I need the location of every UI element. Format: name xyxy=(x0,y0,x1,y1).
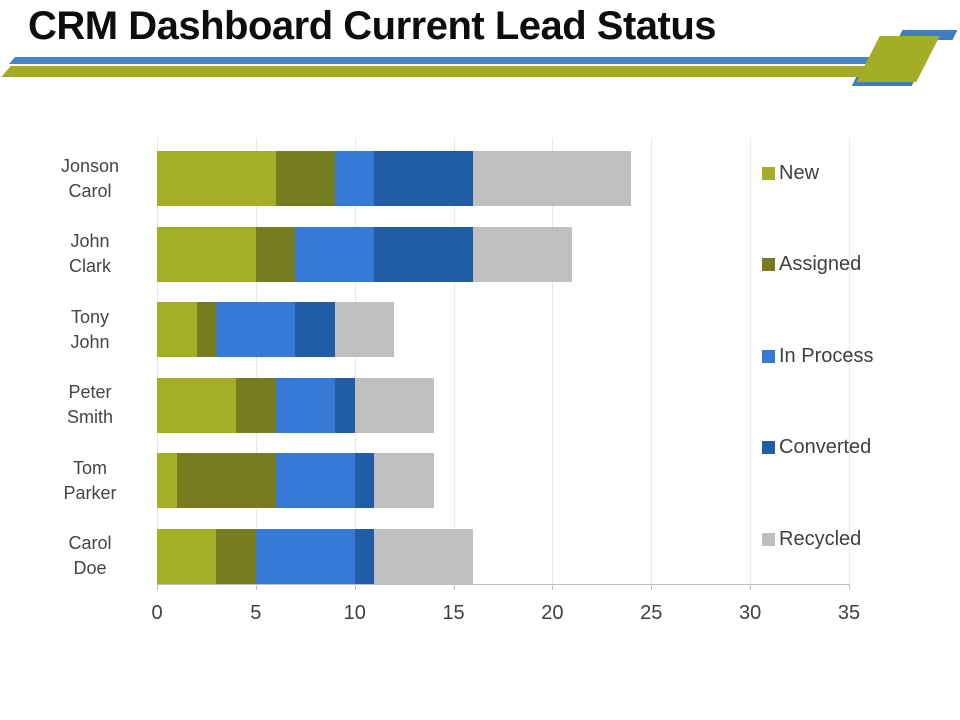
category-label: Carol Doe xyxy=(30,529,150,584)
gridline-x-0 xyxy=(157,138,158,584)
category-label-line: John xyxy=(70,331,110,352)
gridline-x-15 xyxy=(453,138,455,584)
bar-segment-assigned xyxy=(255,226,296,282)
category-label-line: Peter xyxy=(68,382,112,402)
bar-segment-in-process xyxy=(255,528,355,584)
x-axis-tick xyxy=(453,584,455,590)
x-axis-tick-label: 30 xyxy=(739,602,762,624)
category-label-line: Smith xyxy=(66,407,113,427)
legend-label: In Process xyxy=(779,344,874,367)
category-label: Jonson Carol xyxy=(30,151,150,206)
bar-segment-converted xyxy=(354,453,375,508)
bar-segment-assigned xyxy=(275,151,335,206)
slide-title: CRM Dashboard Current Lead Status xyxy=(28,4,717,48)
bar-segment-converted xyxy=(374,151,474,206)
bar-segment-new xyxy=(157,151,276,206)
legend-swatch xyxy=(762,441,775,454)
bar-segment-recycled xyxy=(374,453,434,508)
category-label-line: Tony xyxy=(70,306,110,327)
x-axis-tick xyxy=(552,584,554,590)
bar-segment-assigned xyxy=(176,453,276,508)
category-label-line: Doe xyxy=(73,558,107,578)
bar-segment-recycled xyxy=(473,151,632,206)
legend-item-recycled: Recycled xyxy=(762,526,861,552)
legend-item-new: New xyxy=(762,160,819,186)
gridline-x-35 xyxy=(849,138,850,584)
bar-segment-in-process xyxy=(334,151,375,206)
bar-segment-in-process xyxy=(216,302,296,357)
bar-segment-converted xyxy=(334,377,355,433)
category-label: Tom Parker xyxy=(30,453,150,508)
legend-item-converted: Converted xyxy=(762,435,871,461)
legend-swatch xyxy=(762,258,775,271)
bar-segment-converted xyxy=(295,302,335,357)
bar-segment-new xyxy=(157,453,177,508)
bar-segment-converted xyxy=(354,528,375,584)
legend-item-assigned: Assigned xyxy=(762,252,861,278)
gridline-x-10 xyxy=(354,138,356,584)
gridline-x-20 xyxy=(552,138,554,584)
x-axis-tick-label: 20 xyxy=(541,602,564,624)
x-axis-tick-label: 15 xyxy=(442,602,465,624)
bar-segment-recycled xyxy=(473,226,573,282)
legend-label: Recycled xyxy=(779,527,862,550)
gridline-x-30 xyxy=(750,138,752,584)
category-label-line: Carol xyxy=(68,180,112,201)
x-axis-tick xyxy=(157,584,158,590)
category-label-line: Clark xyxy=(68,256,111,276)
x-axis-tick-label: 25 xyxy=(640,602,663,624)
x-axis-line xyxy=(157,584,850,585)
category-label-line: Parker xyxy=(63,482,117,503)
bar-segment-assigned xyxy=(196,302,217,357)
bar-segment-recycled xyxy=(354,377,434,433)
x-axis-tick xyxy=(354,584,356,590)
gridline-x-25 xyxy=(651,138,653,584)
bar-segment-recycled xyxy=(374,528,474,584)
x-axis-tick xyxy=(651,584,653,590)
category-label-line: John xyxy=(70,231,110,251)
bar-segment-in-process xyxy=(275,453,355,508)
category-label: Peter Smith xyxy=(30,378,150,433)
bar-segment-in-process xyxy=(275,377,335,433)
x-axis-tick xyxy=(255,584,257,590)
x-axis-tick-label: 35 xyxy=(837,602,861,624)
bar-segment-converted xyxy=(374,226,474,282)
bar-segment-in-process xyxy=(295,226,375,282)
bar-segment-assigned xyxy=(236,377,276,433)
legend-item-in-process: In Process xyxy=(762,343,873,369)
bar-segment-new xyxy=(157,528,217,584)
bar-segment-assigned xyxy=(216,528,256,584)
category-label-line: Jonson xyxy=(60,155,120,176)
x-axis-tick-label: 10 xyxy=(343,602,366,624)
legend-swatch xyxy=(762,166,775,180)
category-label: John Clark xyxy=(30,227,150,282)
category-label-line: Carol xyxy=(68,533,112,553)
gridline-x-5 xyxy=(255,138,257,584)
x-axis-tick xyxy=(849,584,850,590)
legend-label: Assigned xyxy=(779,253,862,275)
x-axis-tick-label: 0 xyxy=(151,602,163,624)
legend-label: New xyxy=(779,161,820,184)
x-axis-tick xyxy=(750,584,752,590)
category-label-line: Tom xyxy=(72,457,107,478)
bar-segment-new xyxy=(157,302,197,357)
legend-swatch xyxy=(762,532,775,546)
bar-segment-new xyxy=(157,377,237,433)
bar-segment-new xyxy=(157,226,256,282)
legend-label: Converted xyxy=(779,436,872,458)
legend-swatch xyxy=(762,349,775,363)
category-label: Tony John xyxy=(30,302,150,357)
x-axis-tick-label: 5 xyxy=(250,602,262,624)
bar-segment-recycled xyxy=(334,302,395,357)
